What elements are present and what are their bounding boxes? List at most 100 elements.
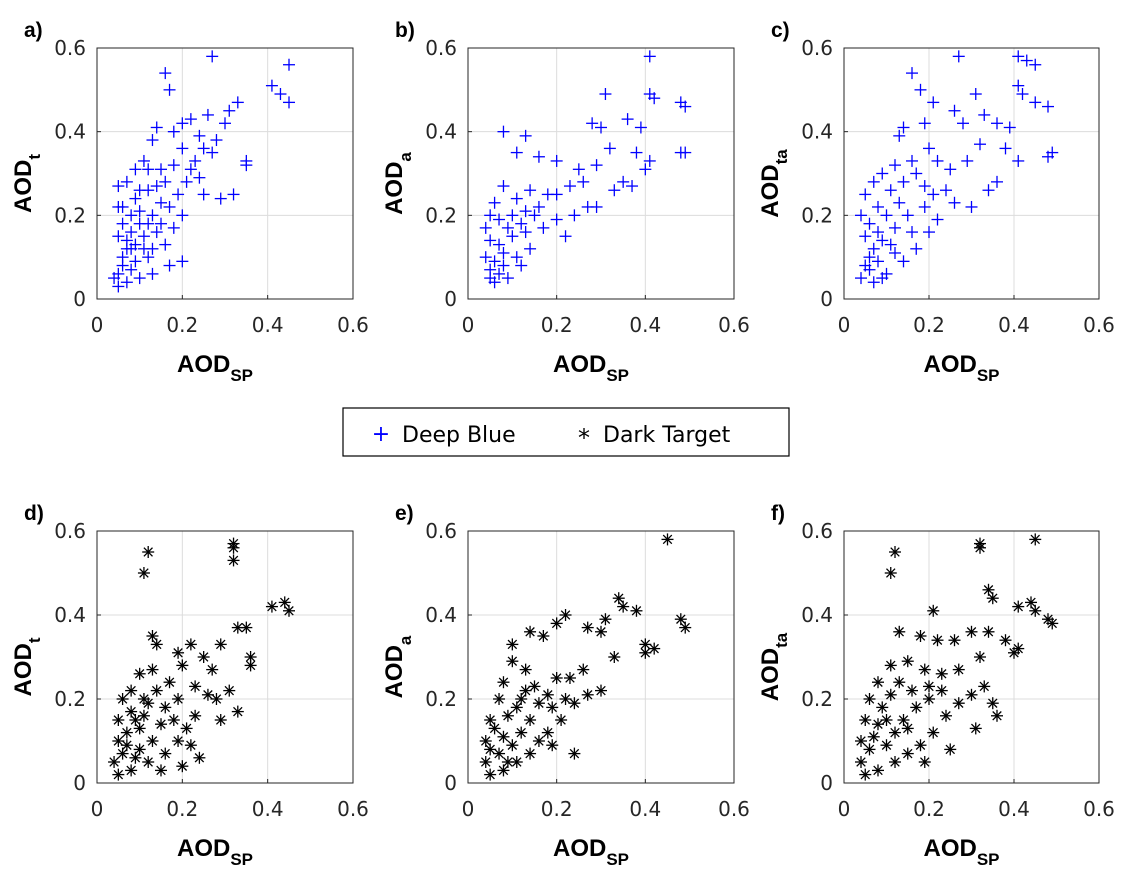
- star-marker: [479, 735, 492, 747]
- star-marker: [176, 659, 189, 672]
- y-axis-label: AODta: [757, 149, 791, 218]
- star-marker: [674, 613, 687, 626]
- star-marker: [501, 756, 514, 768]
- plus-marker: [133, 184, 146, 197]
- plus-marker: [197, 142, 210, 155]
- star-marker: [901, 655, 914, 668]
- star-marker: [515, 693, 528, 705]
- plus-marker: [159, 238, 172, 251]
- star-marker: [524, 625, 537, 638]
- plus-marker: [146, 134, 159, 147]
- plus-marker: [965, 200, 978, 213]
- plus-marker: [214, 192, 227, 205]
- star-marker: [510, 701, 523, 714]
- plus-marker: [867, 175, 880, 188]
- plus-marker: [906, 67, 918, 80]
- star-marker: [1012, 600, 1025, 613]
- plus-marker: [167, 125, 180, 138]
- plus-marker: [1042, 150, 1054, 163]
- plus-marker: [859, 259, 872, 272]
- legend-marker-dark-target: *: [578, 424, 590, 452]
- plus-marker: [524, 184, 537, 197]
- plus-marker: [206, 146, 219, 159]
- plus-marker: [991, 175, 1003, 188]
- star-marker: [948, 634, 961, 647]
- star-marker: [612, 592, 625, 605]
- plus-marker: [923, 226, 935, 239]
- plus-marker: [176, 117, 189, 130]
- plus-marker: [112, 180, 125, 193]
- star-marker: [214, 638, 227, 651]
- plus-marker: [876, 234, 889, 247]
- plus-marker: [493, 238, 506, 251]
- star-marker: [889, 726, 901, 739]
- x-tick-label: 0: [838, 797, 851, 821]
- plus-marker: [206, 50, 219, 63]
- plus-marker: [501, 221, 514, 234]
- star-marker: [125, 764, 138, 777]
- plus-marker: [910, 242, 923, 255]
- star-marker: [197, 651, 210, 663]
- star-marker: [986, 697, 999, 710]
- plus-marker: [572, 163, 585, 176]
- y-tick-label: 0: [73, 771, 86, 795]
- star-marker: [944, 743, 957, 756]
- plus-marker: [872, 255, 884, 268]
- star-marker: [897, 714, 910, 726]
- star-marker: [914, 630, 927, 642]
- plus-marker: [519, 226, 532, 239]
- plus-marker: [129, 238, 142, 251]
- y-tick-label: 0.4: [425, 120, 457, 144]
- panel-c: 0 0.2 0.4 0.6 0 0.2 0.4 0.6 c) AODSP AODta: [757, 19, 1115, 385]
- star-marker: [906, 684, 918, 697]
- legend-box: [342, 407, 790, 457]
- star-marker: [599, 613, 612, 626]
- plus-marker: [621, 113, 634, 126]
- plus-marker: [155, 163, 167, 176]
- star-marker: [501, 709, 514, 722]
- star-marker: [893, 625, 906, 638]
- plus-marker: [897, 255, 910, 268]
- y-tick-label: 0: [820, 287, 833, 311]
- star-marker: [189, 709, 202, 722]
- star-marker: [923, 680, 935, 693]
- star-marker: [519, 684, 532, 697]
- star-marker: [974, 541, 986, 554]
- plus-marker: [603, 142, 616, 155]
- star-marker: [278, 596, 291, 609]
- star-marker: [506, 655, 519, 668]
- star-marker: [497, 764, 510, 777]
- plus-marker: [1012, 154, 1025, 167]
- plus-marker: [948, 196, 961, 209]
- plus-marker: [923, 142, 935, 155]
- plus-marker: [501, 272, 514, 285]
- plus-marker: [510, 251, 523, 264]
- plus-marker: [176, 142, 189, 155]
- star-marker: [532, 735, 545, 747]
- plus-marker: [227, 188, 240, 201]
- plus-marker: [541, 188, 554, 201]
- star-marker: [550, 617, 563, 630]
- plus-marker: [910, 167, 923, 180]
- plus-marker: [283, 96, 295, 109]
- star-marker: [1046, 617, 1059, 630]
- star-marker: [901, 722, 914, 735]
- y-axis-label: AODt: [10, 154, 44, 213]
- star-marker: [889, 756, 901, 768]
- plus-marker: [931, 154, 944, 167]
- star-marker: [180, 722, 193, 735]
- plus-marker: [537, 221, 550, 234]
- plus-marker: [137, 230, 150, 243]
- star-marker: [133, 667, 146, 680]
- star-marker: [112, 768, 125, 781]
- star-marker: [524, 747, 537, 760]
- y-tick-label: 0.2: [425, 687, 457, 711]
- star-marker: [524, 714, 537, 726]
- plus-marker: [863, 217, 876, 230]
- star-marker: [155, 764, 167, 777]
- plus-marker: [859, 230, 872, 243]
- plus-marker: [116, 200, 129, 213]
- plus-marker: [479, 221, 492, 234]
- plus-marker: [274, 88, 287, 101]
